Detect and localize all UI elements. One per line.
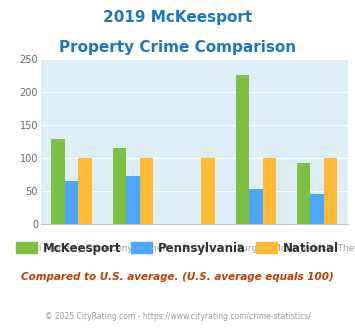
Text: 2019 McKeesport: 2019 McKeesport bbox=[103, 10, 252, 25]
Bar bbox=[235, 75, 249, 224]
Bar bbox=[310, 194, 324, 224]
Bar bbox=[126, 176, 140, 224]
Text: Property Crime Comparison: Property Crime Comparison bbox=[59, 40, 296, 54]
Text: Motor Vehicle Theft: Motor Vehicle Theft bbox=[273, 244, 355, 253]
Bar bbox=[65, 181, 78, 224]
Bar bbox=[324, 158, 338, 224]
Text: All Property Crime: All Property Crime bbox=[30, 244, 113, 253]
Bar bbox=[113, 148, 126, 224]
Text: © 2025 CityRating.com - https://www.cityrating.com/crime-statistics/: © 2025 CityRating.com - https://www.city… bbox=[45, 312, 310, 321]
Text: Compared to U.S. average. (U.S. average equals 100): Compared to U.S. average. (U.S. average … bbox=[21, 272, 334, 282]
Bar bbox=[249, 189, 263, 224]
Text: Arson: Arson bbox=[181, 244, 207, 253]
Bar bbox=[140, 158, 153, 224]
Text: Larceny & Theft: Larceny & Theft bbox=[97, 244, 169, 253]
Bar bbox=[297, 163, 310, 224]
Bar bbox=[201, 158, 215, 224]
Legend: McKeesport, Pennsylvania, National: McKeesport, Pennsylvania, National bbox=[11, 237, 344, 259]
Bar bbox=[78, 158, 92, 224]
Bar bbox=[51, 139, 65, 224]
Text: Burglary: Burglary bbox=[236, 244, 275, 253]
Bar bbox=[263, 158, 276, 224]
